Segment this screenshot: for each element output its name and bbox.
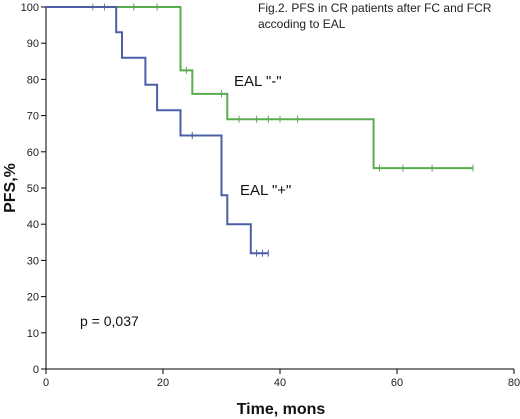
y-tick-label: 70 [27, 111, 39, 123]
x-tick-label: 0 [43, 377, 49, 389]
y-tick-label: 20 [27, 292, 39, 304]
y-tick-label: 10 [27, 328, 39, 340]
x-axis-title: Time, mons [237, 401, 326, 418]
x-tick-label: 20 [157, 377, 169, 389]
axes [41, 6, 515, 374]
y-tick-label: 90 [27, 38, 39, 50]
y-axis-title: PFS,% [2, 163, 19, 213]
x-tick-label: 60 [391, 377, 403, 389]
y-tick-label: 60 [27, 147, 39, 159]
y-tick-label: 40 [27, 219, 39, 231]
tick-labels: 0 10 20 30 40 50 60 70 80 90 100 0 20 40 60 80 [21, 2, 520, 389]
chart-title-line-1: Fig.2. PFS in CR patients after FC and F… [258, 1, 492, 15]
x-tick-label: 80 [508, 377, 520, 389]
p-value-annotation: p = 0,037 [80, 313, 139, 329]
y-tick-label: 100 [21, 2, 39, 14]
y-tick-label: 50 [27, 183, 39, 195]
series-layer [46, 3, 474, 257]
x-tick-label: 40 [274, 377, 286, 389]
y-tick-label: 30 [27, 255, 39, 267]
chart-title-line-2: accoding to EAL [258, 17, 346, 31]
y-tick-label: 0 [33, 364, 39, 376]
y-tick-label: 80 [27, 74, 39, 86]
series-label-eal-minus: EAL "-" [234, 73, 282, 90]
series-label-eal-plus: EAL "+" [240, 182, 291, 199]
series-line-eal-minus [46, 6, 474, 170]
series-line-eal-plus [46, 6, 269, 255]
